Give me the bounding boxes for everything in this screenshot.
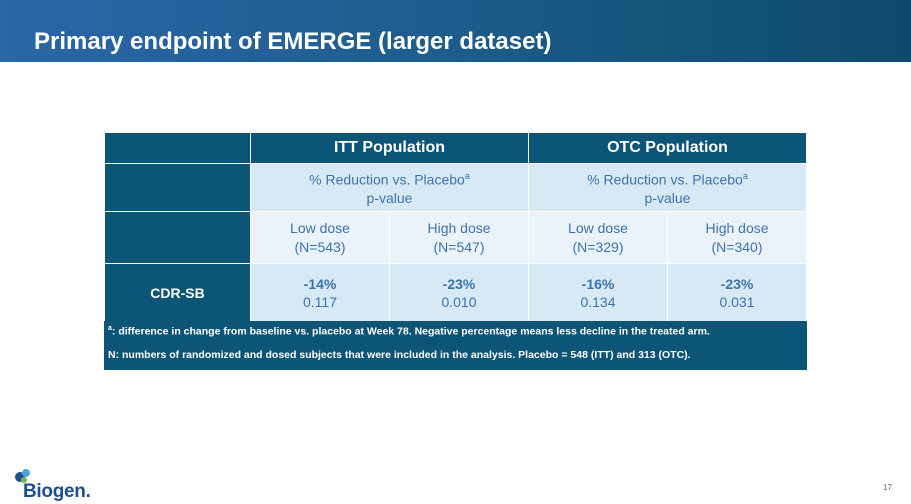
itt-pvalue-label: p-value	[366, 190, 413, 207]
otc-population-header: OTC Population	[528, 132, 807, 164]
itt-footnote-marker: a	[464, 170, 470, 181]
biogen-logo: Biogen.	[10, 465, 110, 503]
p-value: 0.031	[719, 293, 755, 310]
biogen-wordmark: Biogen.	[23, 481, 91, 502]
footnote-a-marker: a	[108, 325, 112, 332]
dose-n: (N=340)	[711, 238, 763, 255]
otc-metric-header: % Reduction vs. Placeboa p-value	[528, 163, 807, 212]
itt-metric-label: % Reduction vs. Placebo	[309, 171, 465, 188]
p-value: 0.134	[580, 293, 616, 310]
dose-header-cell: High dose (N=340)	[667, 211, 807, 264]
dose-name: Low dose	[290, 219, 350, 236]
otc-metric-label: % Reduction vs. Placebo	[587, 171, 743, 188]
footnote-n: N: numbers of randomized and dosed subje…	[108, 349, 691, 361]
percent-reduction: -16%	[581, 275, 615, 292]
corner-cell	[104, 132, 251, 164]
result-cell: -23% 0.010	[389, 263, 529, 322]
footnote-a: a: difference in change from baseline vs…	[108, 325, 710, 338]
title-bar: Primary endpoint of EMERGE (larger datas…	[0, 0, 911, 62]
biogen-logo-mark-icon	[15, 469, 30, 483]
footnote-a-text: : difference in change from baseline vs.…	[111, 325, 710, 338]
itt-metric-header: % Reduction vs. Placeboa p-value	[250, 163, 529, 212]
results-table: ITT Population OTC Population % Reductio…	[104, 132, 807, 322]
dose-header-cell: Low dose (N=543)	[250, 211, 390, 264]
dose-label-cell	[104, 211, 251, 264]
metric-label-cell	[104, 163, 251, 212]
metric-header-row: % Reduction vs. Placeboa p-value % Reduc…	[104, 163, 807, 212]
dose-n: (N=547)	[433, 238, 485, 255]
dose-header-row: Low dose (N=543) High dose (N=547) Low d…	[104, 211, 807, 264]
percent-reduction: -23%	[720, 275, 754, 292]
p-value: 0.117	[303, 293, 337, 310]
p-value: 0.010	[441, 293, 477, 310]
result-cell: -23% 0.031	[667, 263, 807, 322]
percent-reduction: -23%	[442, 275, 476, 292]
dose-name: High dose	[427, 219, 491, 236]
dose-name: High dose	[705, 219, 769, 236]
dose-header-cell: Low dose (N=329)	[528, 211, 668, 264]
otc-footnote-marker: a	[742, 170, 748, 181]
itt-population-header: ITT Population	[250, 132, 529, 164]
footnote-box: a: difference in change from baseline vs…	[104, 321, 807, 370]
slide-title: Primary endpoint of EMERGE (larger datas…	[34, 28, 552, 55]
page-number: 17	[883, 483, 892, 492]
population-header-row: ITT Population OTC Population	[104, 132, 807, 164]
table-row: CDR-SB -14% 0.117 -23% 0.010 -16% 0.134 …	[104, 263, 807, 322]
dose-header-cell: High dose (N=547)	[389, 211, 529, 264]
otc-pvalue-label: p-value	[644, 190, 691, 207]
result-cell: -16% 0.134	[528, 263, 668, 322]
dose-name: Low dose	[568, 219, 628, 236]
dose-n: (N=543)	[294, 238, 346, 255]
row-label: CDR-SB	[104, 263, 251, 322]
result-cell: -14% 0.117	[250, 263, 390, 322]
percent-reduction: -14%	[303, 275, 337, 292]
dose-n: (N=329)	[572, 238, 624, 255]
